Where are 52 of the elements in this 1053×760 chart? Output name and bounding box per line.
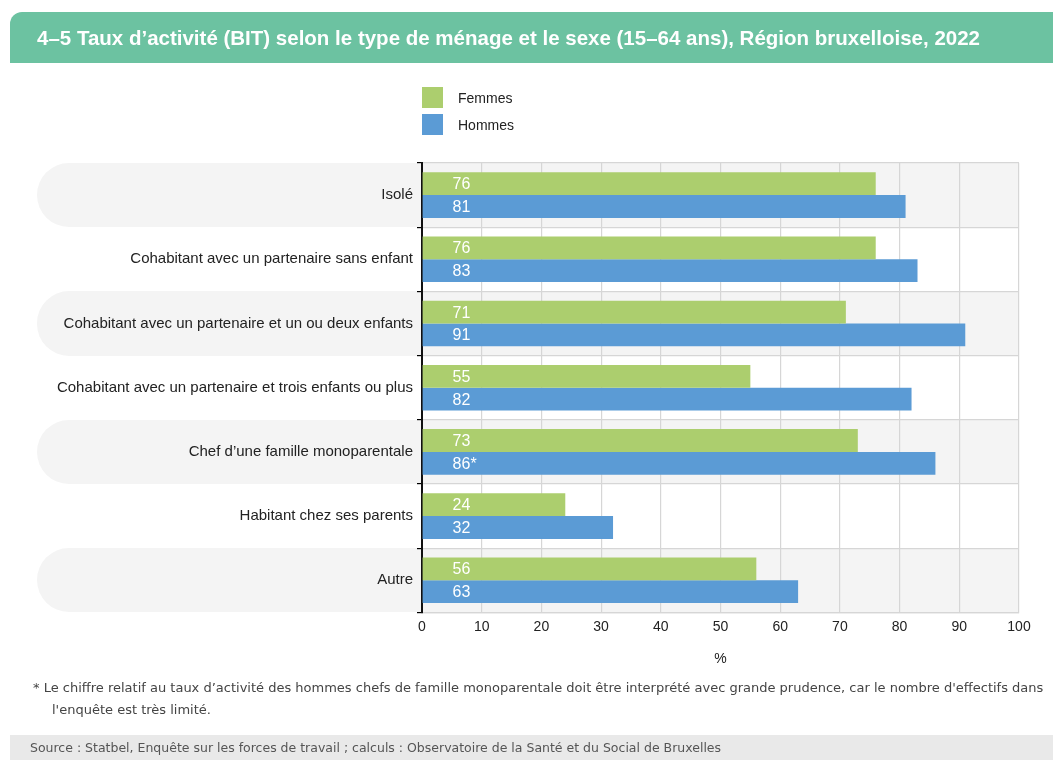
- bar: [422, 451, 936, 475]
- x-tick-label: 80: [891, 617, 908, 634]
- legend-label: Hommes: [458, 116, 515, 133]
- y-tick-label: Chef d’une famille monoparentale: [188, 442, 413, 460]
- bar: [422, 429, 858, 452]
- data-label: 83: [452, 262, 471, 280]
- data-label: 55: [452, 367, 471, 385]
- data-label: 32: [452, 518, 471, 536]
- bar: [422, 195, 906, 218]
- source-note: Source : Statbel, Enquête sur les forces de travail ; calculs : Observatoire de la Santé et du Social de Bruxelles: [10, 735, 1053, 760]
- legend-label: Femmes: [458, 89, 513, 106]
- bar: [422, 557, 757, 581]
- x-tick-label: 40: [653, 617, 669, 634]
- x-tick-label: 70: [832, 617, 848, 634]
- bar: [422, 236, 876, 260]
- chart-title: 4–5 Taux d’activité (BIT) selon le type de ménage et le sexe (15–64 ans), Région bruxelloise, 2022: [10, 12, 1053, 63]
- bar: [422, 516, 614, 539]
- x-tick-label: 50: [712, 617, 729, 634]
- bar: [422, 364, 751, 388]
- data-label: 76: [452, 239, 471, 257]
- data-label: 82: [452, 390, 471, 408]
- x-tick-label: 10: [473, 617, 490, 634]
- x-tick-label: 100: [1007, 617, 1031, 634]
- x-tick-label: 90: [951, 617, 968, 634]
- data-label: 24: [452, 496, 471, 514]
- x-tick-label: 0: [418, 617, 427, 634]
- x-axis-title: %: [714, 650, 727, 667]
- data-label: 71: [452, 303, 471, 321]
- data-label: 73: [452, 431, 471, 449]
- y-tick-label: Habitant chez ses parents: [239, 506, 413, 524]
- bar: [422, 300, 846, 324]
- y-tick-label: Autre: [377, 570, 413, 588]
- data-label: 86*: [452, 454, 477, 472]
- x-tick-label: 60: [772, 617, 789, 634]
- data-label: 63: [452, 583, 471, 601]
- x-tick-label: 20: [533, 617, 550, 634]
- data-label: 76: [452, 175, 471, 193]
- y-tick-label: Cohabitant avec un partenaire et un ou deux enfants: [63, 313, 413, 331]
- bar: [422, 259, 918, 283]
- y-tick-label: Cohabitant avec un partenaire et trois enfants ou plus: [56, 377, 413, 395]
- bar: [422, 493, 566, 517]
- x-tick-label: 30: [593, 617, 610, 634]
- bar: [422, 323, 966, 347]
- data-label: 56: [452, 560, 471, 578]
- text: * Le chiffre relatif au taux d’activité des hommes chefs de famille monoparentale doit être interprété avec grande prudence, car le nombre d'effectifs dans l'enquête est très limité.: [33, 679, 1045, 719]
- data-label: 81: [452, 197, 471, 215]
- y-tick-label: Cohabitant avec un partenaire sans enfant: [130, 249, 414, 267]
- bar: [422, 387, 912, 411]
- bar: [422, 172, 876, 196]
- data-label: 91: [452, 326, 471, 344]
- bar: [422, 580, 799, 604]
- y-tick-label: Isolé: [381, 185, 413, 203]
